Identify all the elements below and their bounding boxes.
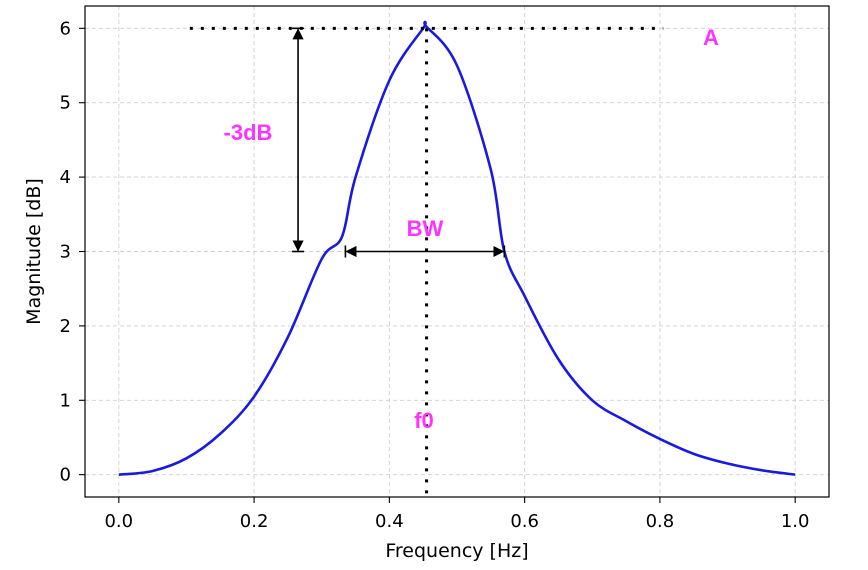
- x-tick-label: 0.2: [240, 511, 269, 532]
- minus-3db-label: -3dB: [224, 120, 273, 145]
- y-tick-label: 0: [60, 465, 71, 486]
- x-tick-label: 0.8: [646, 511, 675, 532]
- y-tick-label: 6: [60, 18, 71, 39]
- annotations: [189, 26, 664, 497]
- x-tick-label: 0.4: [375, 511, 404, 532]
- x-axis-label: Frequency [Hz]: [385, 540, 528, 562]
- y-tick-label: 3: [60, 242, 71, 263]
- x-tick-label: 1.0: [781, 511, 810, 532]
- bandwidth-label: BW: [407, 216, 444, 241]
- y-tick-label: 5: [60, 93, 71, 114]
- y-axis-label: Magnitude [dB]: [23, 178, 45, 325]
- y-tick-label: 4: [60, 167, 71, 188]
- y-tick-label: 1: [60, 390, 71, 411]
- x-tick-label: 0.0: [104, 511, 133, 532]
- series-line: [118, 20, 796, 476]
- plot-area: [118, 20, 796, 476]
- y-tick-label: 2: [60, 316, 71, 337]
- ticks: 0.0 0.2 0.4 0.6 0.8 1.0 0 1 2 3 4 5 6: [60, 18, 810, 532]
- peak-label: A: [703, 25, 719, 50]
- x-tick-label: 0.6: [510, 511, 539, 532]
- center-frequency-label: f0: [414, 408, 434, 433]
